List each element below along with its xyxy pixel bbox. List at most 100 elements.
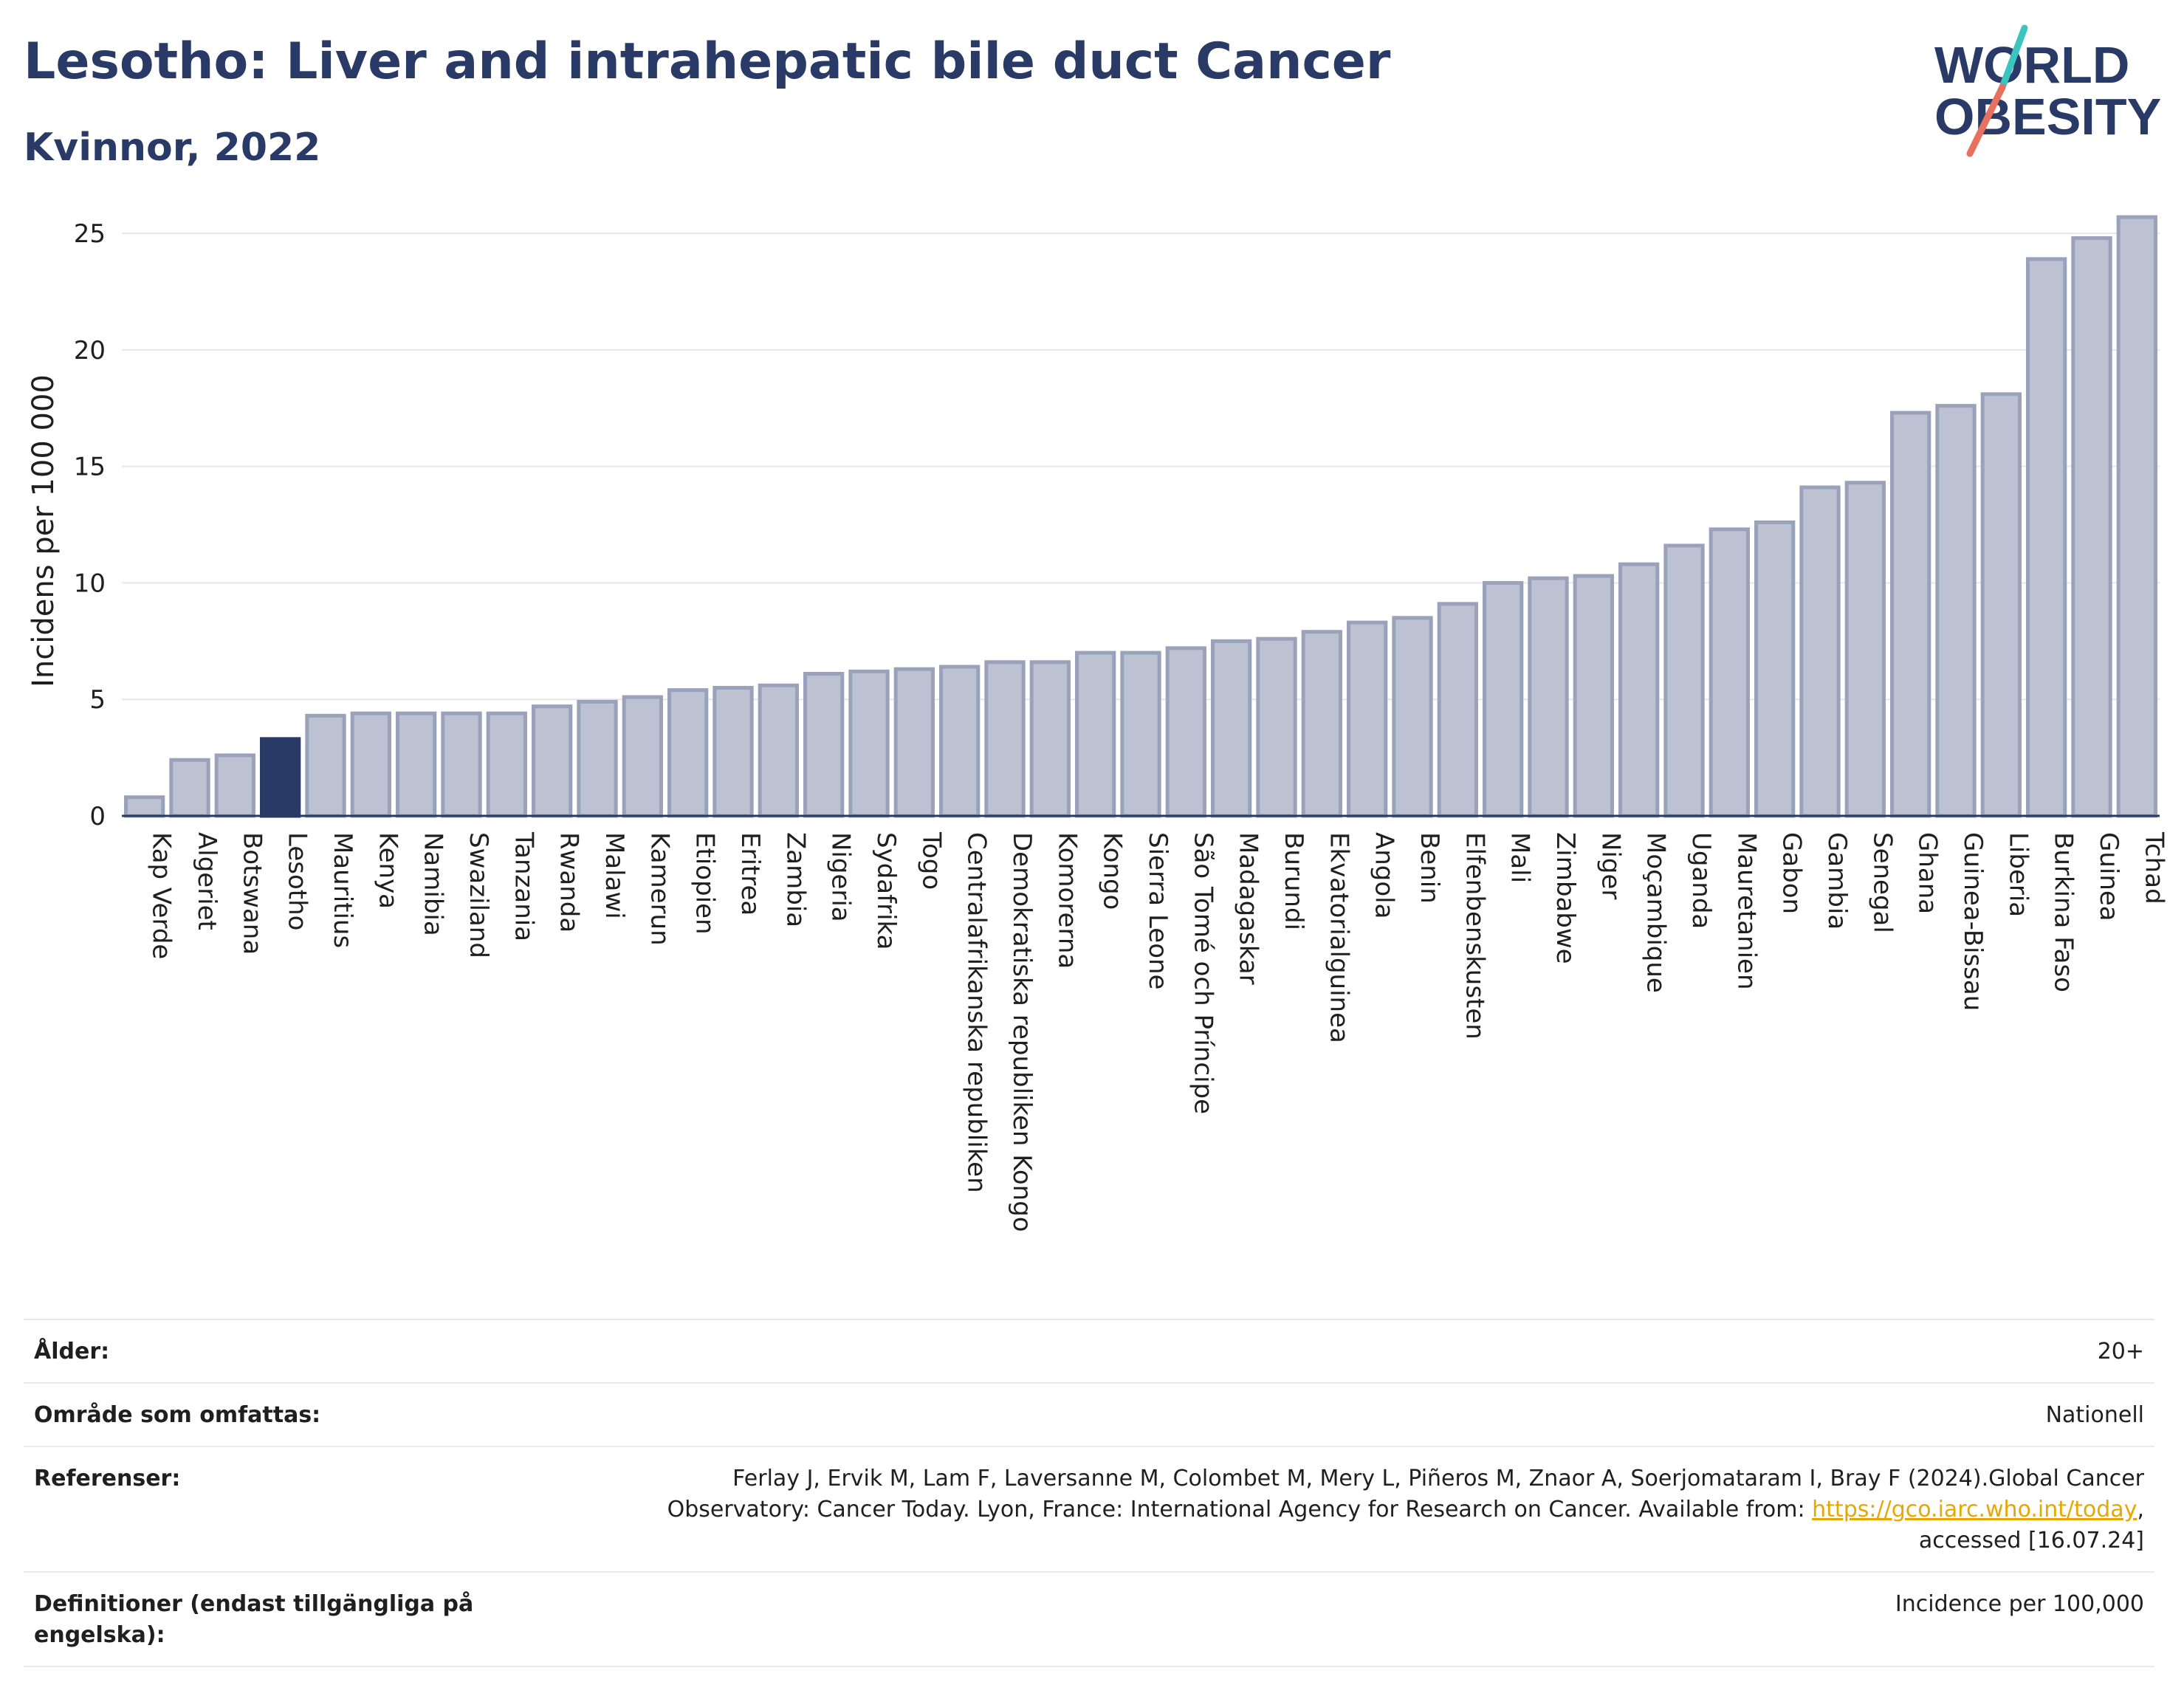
x-tick-label: Demokratiska republiken Kongo — [1007, 832, 1037, 1232]
bar-ghana — [1890, 411, 1931, 818]
x-tick-label: Botswana — [237, 832, 267, 955]
y-tick-label: 5 — [89, 685, 106, 715]
bar-gabon — [1754, 520, 1796, 818]
world-obesity-logo: WORLD OBESITY — [1934, 24, 2161, 157]
bar-malawi — [577, 699, 618, 818]
logo-slash-coral-icon — [1966, 83, 2006, 157]
bar-demokratiska-republiken-kongo — [984, 660, 1026, 818]
x-tick-label: Uganda — [1686, 832, 1716, 929]
logo-text-line1: WORLD — [1934, 36, 2129, 94]
x-tick-label: Tchad — [2139, 831, 2168, 904]
bar-togo — [893, 667, 935, 818]
x-tick-label: Moçambique — [1641, 832, 1671, 993]
bar-tanzania — [486, 711, 527, 818]
bar-komorerna — [1029, 660, 1071, 818]
logo-text-line2: OBESITY — [1934, 88, 2161, 145]
x-tick-label: Kap Verde — [147, 832, 176, 959]
bar-guinea — [2071, 236, 2112, 818]
x-tick-label: Kamerun — [645, 832, 674, 946]
meta-row-area: Område som omfattas: Nationell — [24, 1382, 2154, 1446]
y-tick-label: 10 — [74, 569, 106, 598]
bar-senegal — [1844, 481, 1886, 818]
x-tick-label: Swaziland — [464, 832, 493, 958]
bar-kap-verde — [124, 795, 165, 818]
y-tick-label: 15 — [74, 453, 106, 482]
x-tick-label: Zambia — [780, 832, 810, 927]
bar-zimbabwe — [1528, 576, 1569, 818]
x-tick-label: Gabon — [1777, 832, 1807, 914]
bar-burkina-faso — [2026, 257, 2067, 818]
x-tick-label: Sierra Leone — [1143, 832, 1172, 989]
y-axis-ticks: 0 5 10 15 20 25 — [74, 219, 106, 831]
meta-value: Ferlay J, Ervik M, Lam F, Laversanne M, … — [623, 1463, 2144, 1556]
chart-title: Lesotho: Liver and intrahepatic bile duc… — [24, 32, 1391, 91]
x-tick-label: São Tomé och Príncipe — [1188, 832, 1218, 1114]
x-tick-label: Guinea — [2094, 832, 2123, 921]
x-tick-label: Eritrea — [735, 832, 765, 916]
x-tick-label: Malawi — [600, 832, 629, 919]
meta-value: Nationell — [2045, 1402, 2144, 1428]
x-tick-label: Ekvatorialguinea — [1324, 832, 1353, 1043]
bar-kamerun — [622, 695, 663, 818]
x-tick-label: Elfenbenskusten — [1460, 832, 1489, 1040]
y-tick-label: 20 — [74, 336, 106, 365]
x-tick-label: Kongo — [1098, 832, 1127, 910]
bar-burundi — [1256, 636, 1297, 818]
bar-eritrea — [712, 685, 754, 818]
bar-chart: 0 5 10 15 20 25 Kap Verde Algeriet Botswana Leso… — [27, 215, 2169, 1232]
bar-sierra-leone — [1120, 650, 1161, 818]
bar-madagaskar — [1211, 639, 1252, 818]
bar-lesotho — [260, 737, 301, 818]
bar-sydafrika — [848, 669, 890, 818]
chart-subtitle: Kvinnor, 2022 — [24, 126, 321, 170]
x-tick-label: Centralafrikanska republiken — [962, 832, 992, 1193]
bars — [124, 215, 2157, 818]
bar-tchad — [2116, 215, 2157, 818]
bar-kenya — [350, 711, 391, 818]
x-tick-label: Senegal — [1867, 832, 1897, 933]
bar-zambia — [758, 683, 799, 818]
bar-etiopien — [667, 688, 709, 818]
bar-gambia — [1799, 485, 1841, 818]
meta-key: Område som omfattas: — [34, 1402, 321, 1428]
meta-value: 20+ — [2097, 1339, 2144, 1364]
bar-niger — [1573, 574, 1614, 818]
reference-text: Ferlay J, Ervik M, Lam F, Laversanne M, … — [667, 1466, 2144, 1522]
bar-algeriet — [169, 758, 210, 818]
bar-mauretanien — [1709, 527, 1750, 818]
x-tick-label: Algeriet — [192, 832, 222, 930]
x-tick-label: Gambia — [1822, 832, 1852, 930]
bar-kongo — [1075, 650, 1116, 818]
bar-benin — [1392, 616, 1433, 818]
reference-link[interactable]: https://gco.iarc.who.int/today — [1812, 1497, 2137, 1522]
bar-centralafrikanska-republiken — [939, 665, 981, 818]
reference-accessed: , accessed [16.07.24] — [1918, 1497, 2144, 1553]
x-tick-label: Sydafrika — [871, 832, 901, 950]
x-tick-label: Mauretanien — [1731, 832, 1761, 990]
metadata-table: Ålder: 20+ Område som omfattas: Nationel… — [24, 1319, 2154, 1667]
bar-angola — [1347, 620, 1388, 818]
x-tick-label: Rwanda — [554, 832, 584, 933]
x-tick-label: Benin — [1415, 832, 1444, 904]
x-axis-labels: Kap Verde Algeriet Botswana Lesotho Mauritiu… — [147, 831, 2169, 1232]
meta-row-definitions: Definitioner (endast tillgängliga på eng… — [24, 1571, 2154, 1667]
bar-nigeria — [803, 672, 845, 818]
bar-mo-ambique — [1618, 562, 1660, 818]
x-tick-label: Komorerna — [1052, 832, 1082, 969]
bar-mauritius — [305, 713, 346, 818]
bar-elfenbenskusten — [1437, 602, 1478, 818]
x-tick-label: Mauritius — [328, 832, 357, 948]
y-tick-label: 25 — [74, 219, 106, 249]
bar-rwanda — [532, 704, 573, 818]
x-tick-label: Togo — [916, 831, 946, 890]
y-axis-label: Incidens per 100 000 — [27, 374, 61, 687]
y-tick-label: 0 — [89, 802, 106, 831]
x-tick-label: Namibia — [419, 832, 448, 936]
x-tick-label: Kenya — [373, 832, 402, 909]
x-tick-label: Lesotho — [283, 832, 312, 930]
bar-s-o-tom-och-pr-ncipe — [1165, 646, 1206, 818]
x-tick-label: Mali — [1505, 832, 1535, 883]
x-tick-label: Liberia — [2003, 832, 2033, 917]
x-tick-label: Niger — [1596, 832, 1625, 899]
bar-namibia — [396, 711, 437, 818]
